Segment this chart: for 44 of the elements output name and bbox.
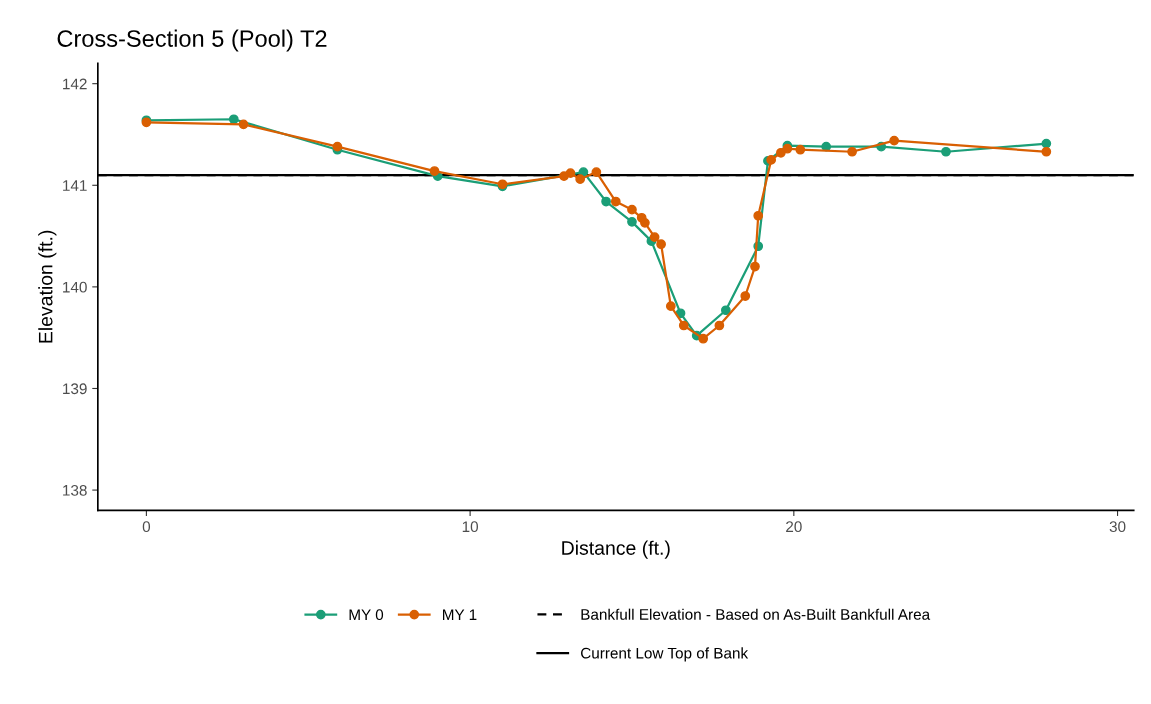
y-tick-label: 140 [63,281,87,293]
y-tick-label: 141 [63,180,87,191]
point [575,174,586,185]
point [429,166,440,176]
point [649,232,660,242]
y-tick-label: 138 [63,484,87,496]
point [941,146,951,157]
point [698,333,709,344]
point [714,320,725,331]
point [753,210,764,221]
x-axis-title: Distance (ft.) [562,540,670,559]
y-tick-label: 142 [63,78,87,90]
legend-label: MY 0 [349,609,384,621]
point [656,239,666,250]
point [889,135,900,146]
point [627,204,637,215]
point [1041,146,1052,157]
x-tick-label: 10 [462,521,479,533]
point [228,114,239,125]
x-tick-label: 0 [142,521,151,533]
point [678,320,689,331]
point [591,167,602,177]
point [565,168,576,178]
point [776,147,786,158]
chart-title: Cross-Section 5 (Pool) T2 [57,29,327,52]
y-axis-title: Elevation (ft.) [38,230,57,343]
x-tick-label: 30 [1109,521,1126,533]
point [795,144,806,155]
point [640,218,650,228]
point [601,196,611,207]
legend-label: MY 1 [443,609,477,620]
point [750,261,760,272]
point [740,291,751,301]
legend-label: Current Low Top of Bank [581,647,749,662]
point [847,146,857,157]
x-tick-label: 20 [786,521,802,533]
point [766,155,777,165]
point [238,119,249,130]
point [720,305,731,316]
y-tick-label: 139 [63,383,87,395]
point [627,216,637,227]
point [665,301,676,312]
point [610,196,621,207]
legend-label: Bankfull Elevation - Based on As-Built Bankfull Area [581,608,931,620]
